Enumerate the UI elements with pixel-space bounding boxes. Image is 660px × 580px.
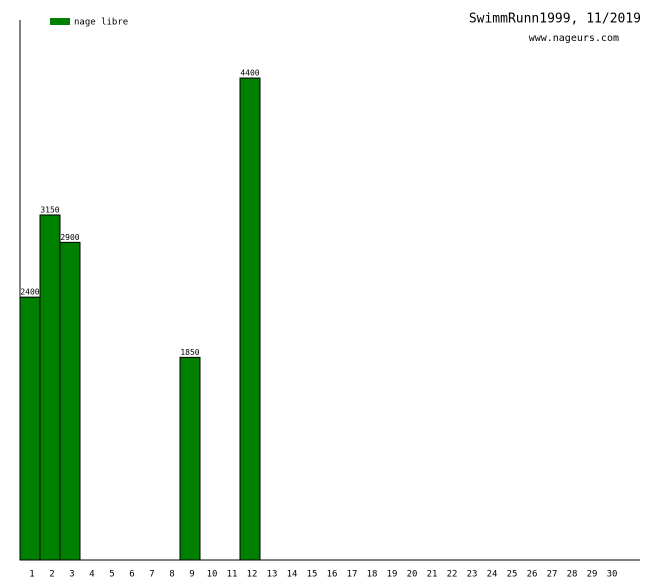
x-tick-label: 1 (29, 570, 34, 580)
x-tick-label: 15 (307, 570, 318, 580)
data-label: 2400 (20, 288, 39, 297)
x-tick-label: 18 (367, 570, 378, 580)
legend-swatch (50, 18, 70, 25)
x-tick-label: 25 (507, 570, 518, 580)
data-label: 2900 (60, 233, 79, 242)
data-label: 3150 (40, 205, 59, 214)
bar (39, 214, 61, 561)
x-tick-label: 6 (129, 570, 134, 580)
x-tick-label: 28 (567, 570, 578, 580)
legend-label: nage libre (74, 18, 128, 28)
chart-title: SwimmRunn1999, 11/2019 (469, 12, 641, 27)
x-tick-label: 27 (547, 570, 558, 580)
x-tick-label: 2 (49, 570, 54, 580)
x-tick-label: 7 (149, 570, 154, 580)
x-tick-label: 29 (587, 570, 598, 580)
data-label: 4400 (240, 69, 259, 78)
x-tick-label: 23 (467, 570, 478, 580)
x-tick-label: 24 (487, 570, 498, 580)
x-tick-label: 26 (527, 570, 538, 580)
x-tick-label: 11 (227, 570, 238, 580)
x-tick-label: 12 (247, 570, 258, 580)
bar (59, 241, 81, 561)
chart-subtitle: www.nageurs.com (529, 33, 619, 44)
x-tick-label: 14 (287, 570, 298, 580)
x-tick-label: 20 (407, 570, 418, 580)
bar (19, 296, 41, 561)
x-tick-label: 17 (347, 570, 358, 580)
x-tick-label: 30 (607, 570, 618, 580)
x-tick-label: 5 (109, 570, 114, 580)
x-tick-label: 4 (89, 570, 94, 580)
bar (179, 356, 201, 561)
data-label: 1850 (180, 348, 199, 357)
x-tick-label: 8 (169, 570, 174, 580)
x-tick-label: 22 (447, 570, 458, 580)
x-tick-label: 10 (207, 570, 218, 580)
bar (239, 77, 261, 561)
x-tick-label: 16 (327, 570, 338, 580)
x-tick-label: 13 (267, 570, 278, 580)
x-tick-label: 3 (69, 570, 74, 580)
x-tick-label: 21 (427, 570, 438, 580)
x-tick-label: 19 (387, 570, 398, 580)
x-tick-label: 9 (189, 570, 194, 580)
